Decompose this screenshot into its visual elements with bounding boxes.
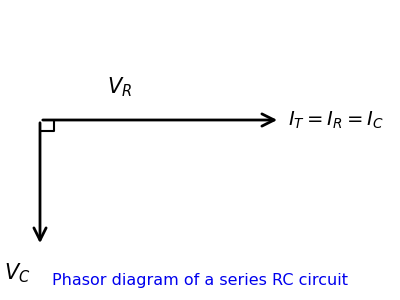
Text: $I_T = I_R = I_C$: $I_T = I_R = I_C$ (288, 109, 384, 131)
Text: $V_C$: $V_C$ (4, 261, 30, 285)
Text: Phasor diagram of a series RC circuit: Phasor diagram of a series RC circuit (52, 273, 348, 288)
Text: $V_R$: $V_R$ (108, 75, 132, 99)
